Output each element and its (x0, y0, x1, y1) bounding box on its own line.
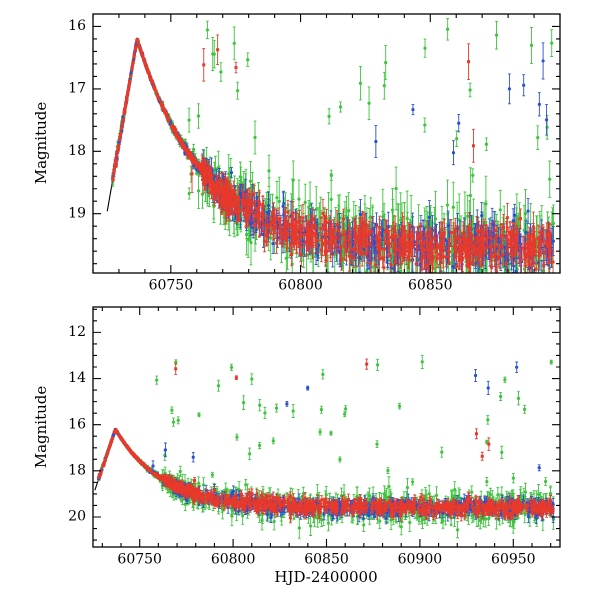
y-axis-label-bottom: Magnitude (32, 385, 50, 469)
y-axis-label-top: Magnitude (32, 101, 50, 185)
x-axis-label: HJD-2400000 (274, 568, 378, 586)
